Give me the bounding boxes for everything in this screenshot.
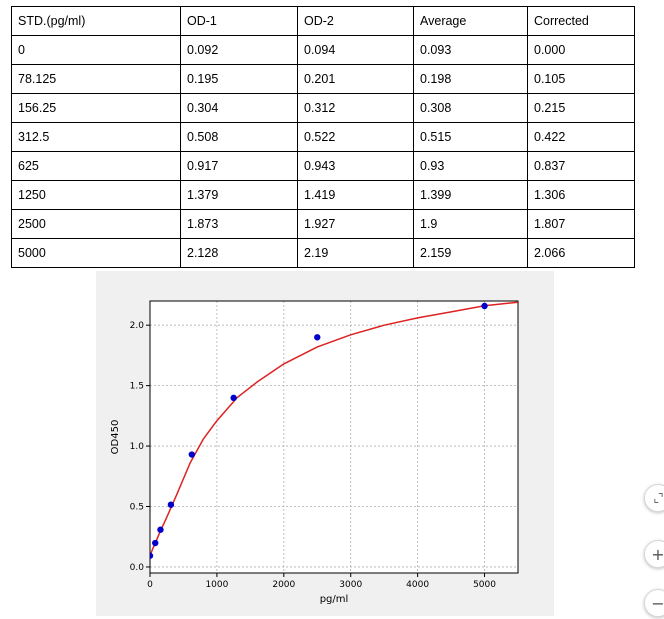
zoom-in-button[interactable]: + [644, 540, 664, 568]
table-cell: 0.943 [297, 151, 414, 181]
table-cell: 2.159 [413, 238, 528, 268]
axes-frame [149, 300, 519, 574]
data-point [481, 302, 488, 310]
table-cell: 1.379 [180, 180, 298, 210]
header-od2: OD-2 [297, 6, 414, 36]
table-cell: 0.105 [527, 64, 635, 94]
x-tick-label: 2000 [272, 580, 295, 590]
table-cell: 0.092 [180, 35, 298, 65]
data-point [314, 334, 321, 341]
table-row: 156.25 0.304 0.312 0.308 0.215 [11, 93, 635, 123]
table-row: 0 0.092 0.094 0.093 0.000 [11, 35, 635, 65]
table-cell: 0.093 [413, 35, 528, 65]
plot-area [150, 301, 518, 573]
table-cell: 1.399 [413, 180, 528, 210]
table-cell: 0.515 [413, 122, 528, 152]
table-cell: 1.807 [527, 209, 635, 239]
table-row: 312.5 0.508 0.522 0.515 0.422 [11, 122, 635, 152]
zoom-out-button[interactable]: − [644, 589, 664, 617]
table-cell: 1.419 [297, 180, 414, 210]
chart-svg: 0 1000 2000 3000 4000 5000 0.0 0.5 1.0 1.5 2.0 pg/m… [110, 300, 519, 605]
table-cell: 312.5 [11, 122, 181, 152]
table-cell: 0 [11, 35, 181, 65]
table-cell: 1.927 [297, 209, 414, 239]
fit-to-screen-icon: ⌞⌝ [653, 491, 663, 505]
fit-to-screen-button[interactable]: ⌞⌝ [644, 484, 664, 512]
table-cell: 1.873 [180, 209, 298, 239]
y-tick-label: 1.0 [130, 442, 145, 452]
data-point [188, 451, 196, 458]
data-point [150, 552, 154, 559]
table-cell: 1.306 [527, 180, 635, 210]
table-cell: 0.508 [180, 122, 298, 152]
table-row: 2500 1.873 1.927 1.9 1.807 [11, 209, 635, 239]
table-row: 1250 1.379 1.419 1.399 1.306 [11, 180, 635, 210]
x-axis-label: pg/ml [320, 594, 349, 605]
table-cell: 0.201 [297, 64, 414, 94]
table-cell: 1250 [11, 180, 181, 210]
table-cell: 1.9 [413, 209, 528, 239]
table-cell: 0.304 [180, 93, 298, 123]
table-cell: 5000 [11, 238, 181, 268]
x-tick-label: 0 [147, 580, 153, 590]
table-row: 625 0.917 0.943 0.93 0.837 [11, 151, 635, 181]
table-cell: 0.422 [527, 122, 635, 152]
table-cell: 2.066 [527, 238, 635, 268]
data-point [167, 501, 175, 508]
table-cell: 156.25 [11, 93, 181, 123]
x-tick-label: 5000 [473, 580, 496, 590]
plus-icon: + [651, 544, 664, 564]
table-cell: 2.19 [297, 238, 414, 268]
table-cell: 2500 [11, 209, 181, 239]
table-cell: 78.125 [11, 64, 181, 94]
y-tick-label: 0.0 [130, 563, 145, 573]
table-cell: 0.522 [297, 122, 414, 152]
table-cell: 0.93 [413, 151, 528, 181]
header-od1: OD-1 [180, 6, 298, 36]
x-tick-label: 3000 [339, 580, 362, 590]
table-cell: 0.094 [297, 35, 414, 65]
table-cell: 0.215 [527, 93, 635, 123]
y-tick-label: 1.5 [130, 382, 144, 392]
table-cell: 0.837 [527, 151, 635, 181]
table-cell: 0.917 [180, 151, 298, 181]
standard-curve-chart: 0 1000 2000 3000 4000 5000 0.0 0.5 1.0 1.5 2.0 pg/m… [96, 271, 554, 616]
header-std: STD.(pg/ml) [11, 6, 181, 36]
table-cell: 625 [11, 151, 181, 181]
data-point [157, 526, 164, 533]
table-cell: 0.312 [297, 93, 414, 123]
table-cell: 2.128 [180, 238, 298, 268]
y-axis-label: OD450 [110, 420, 121, 455]
y-tick-label: 2.0 [130, 321, 145, 331]
minus-icon: − [651, 593, 664, 613]
standards-table: STD.(pg/ml) OD-1 OD-2 Average Corrected … [11, 6, 635, 268]
table-row: 78.125 0.195 0.201 0.198 0.105 [11, 64, 635, 94]
x-tick-label: 4000 [406, 580, 429, 590]
table-cell: 0.000 [527, 35, 635, 65]
table-row: 5000 2.128 2.19 2.159 2.066 [11, 238, 635, 268]
table-cell: 0.308 [413, 93, 528, 123]
header-corrected: Corrected [527, 6, 635, 36]
data-point [152, 539, 159, 547]
table-header-row: STD.(pg/ml) OD-1 OD-2 Average Corrected [11, 6, 635, 36]
header-average: Average [413, 6, 528, 36]
table-cell: 0.195 [180, 64, 298, 94]
y-tick-label: 0.5 [130, 503, 144, 513]
table-cell: 0.198 [413, 64, 528, 94]
data-point [230, 394, 237, 402]
x-tick-label: 1000 [205, 580, 228, 590]
